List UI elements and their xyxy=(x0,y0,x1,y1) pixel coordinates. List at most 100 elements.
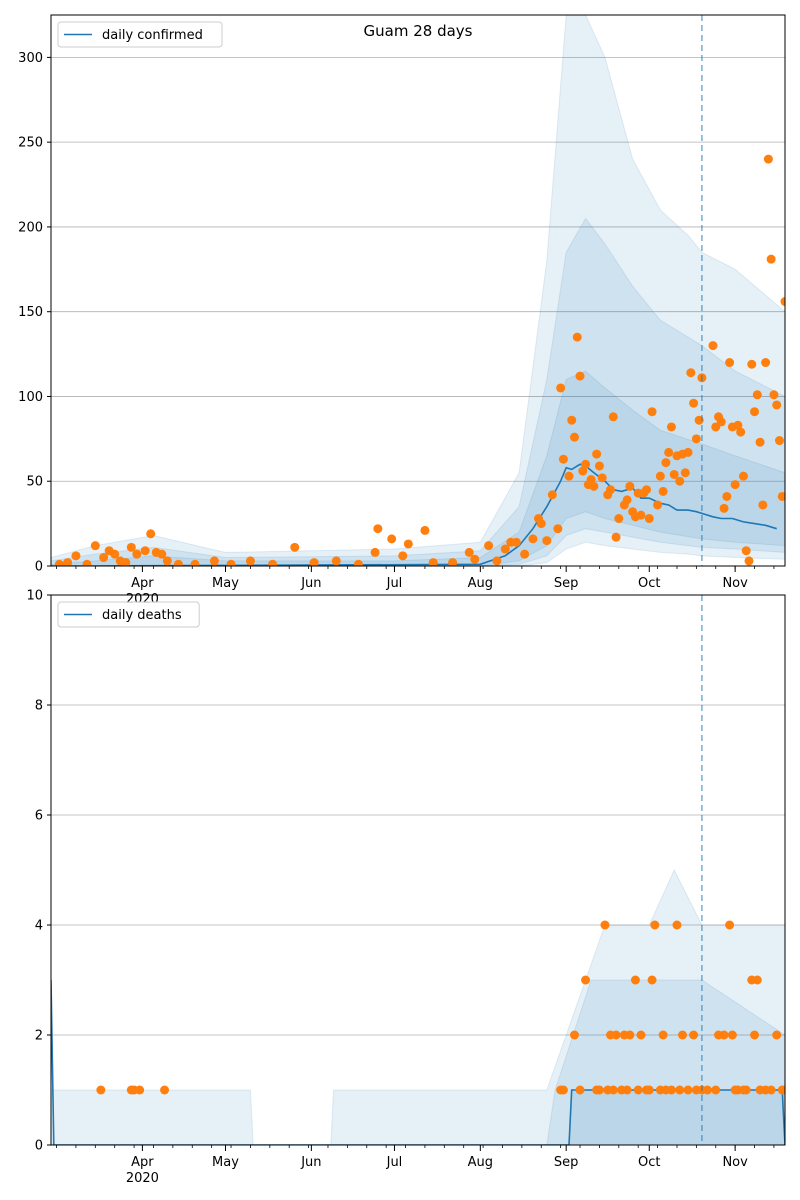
observed-point xyxy=(140,546,150,556)
observed-point xyxy=(572,332,582,342)
observed-point xyxy=(725,358,735,368)
observed-point xyxy=(575,371,585,381)
observed-point xyxy=(63,558,73,566)
observed-point xyxy=(625,481,635,491)
observed-point xyxy=(730,480,740,490)
y-tick-label: 0 xyxy=(35,1139,43,1154)
observed-point xyxy=(448,558,458,566)
legend-box xyxy=(57,601,200,628)
observed-point xyxy=(226,559,236,566)
observed-point xyxy=(592,449,602,459)
observed-point xyxy=(644,514,654,524)
observed-point xyxy=(758,500,768,510)
observed-point xyxy=(82,559,92,566)
observed-point xyxy=(547,490,557,500)
y-tick-label: 50 xyxy=(26,475,43,490)
observed-point xyxy=(622,495,632,505)
y-tick-label: 200 xyxy=(18,220,43,235)
observed-point xyxy=(744,556,754,566)
observed-point xyxy=(625,1030,635,1040)
observed-point xyxy=(578,466,588,476)
observed-point xyxy=(736,427,746,437)
x-tick-label: Jul xyxy=(386,1155,403,1170)
series-line-daily-deaths xyxy=(51,979,785,1145)
observed-point xyxy=(586,475,596,485)
observed-point xyxy=(99,553,109,563)
observed-point xyxy=(630,975,640,985)
observed-point xyxy=(162,556,172,566)
observed-point xyxy=(686,368,696,378)
x-tick-label: Sep xyxy=(554,576,579,591)
observed-point xyxy=(683,1085,693,1095)
observed-point xyxy=(722,491,732,501)
observed-point xyxy=(96,1085,106,1095)
observed-point xyxy=(766,1085,776,1095)
observed-point xyxy=(428,558,438,566)
observed-point xyxy=(661,458,671,468)
confidence-band-outer xyxy=(51,868,785,1145)
observed-point xyxy=(245,556,255,566)
observed-point xyxy=(309,558,319,566)
observed-point xyxy=(569,432,579,442)
observed-point xyxy=(655,471,665,481)
observed-point xyxy=(622,1085,632,1095)
y-tick-label: 2 xyxy=(35,1029,43,1044)
observed-point xyxy=(653,500,663,510)
observed-point xyxy=(750,407,760,417)
observed-point xyxy=(528,534,538,544)
observed-point xyxy=(750,1030,760,1040)
observed-point xyxy=(658,486,668,496)
chart-title: Guam 28 days xyxy=(364,22,473,40)
observed-point xyxy=(752,975,762,985)
y-tick-label: 8 xyxy=(35,699,43,714)
confidence-band-middle xyxy=(51,979,785,1145)
x-tick-label: May xyxy=(212,576,239,591)
observed-point xyxy=(650,920,660,930)
observed-point xyxy=(403,539,413,549)
observed-point xyxy=(636,510,646,520)
observed-point xyxy=(173,559,183,566)
observed-point xyxy=(719,1030,729,1040)
observed-point xyxy=(678,1030,688,1040)
observed-point xyxy=(353,559,363,566)
observed-point xyxy=(398,551,408,561)
plot-area xyxy=(51,868,785,1145)
y-tick-label: 4 xyxy=(35,919,43,934)
observed-point xyxy=(567,415,577,425)
observed-point xyxy=(741,546,751,556)
observed-point xyxy=(689,1030,699,1040)
observed-point xyxy=(738,471,748,481)
observed-point xyxy=(774,436,784,446)
observed-point xyxy=(727,1030,737,1040)
legend-label: daily deaths xyxy=(102,608,182,623)
confidence-band-outer xyxy=(51,15,785,566)
observed-point xyxy=(157,549,167,559)
observed-point xyxy=(680,468,690,478)
observed-point xyxy=(121,558,131,566)
observed-point xyxy=(611,532,621,542)
y-tick-label: 6 xyxy=(35,809,43,824)
observed-point xyxy=(644,1085,654,1095)
observed-point xyxy=(689,398,699,408)
observed-point xyxy=(675,476,685,486)
x-tick-label: Sep xyxy=(554,1155,579,1170)
observed-point xyxy=(135,1085,145,1095)
observed-point xyxy=(780,297,785,307)
x-tick-label: Oct xyxy=(638,1155,660,1170)
x-tick-label: Aug xyxy=(468,1155,493,1170)
x-tick-label: Oct xyxy=(638,576,660,591)
x-year-label: 2020 xyxy=(126,1171,159,1186)
observed-point xyxy=(669,469,679,479)
observed-point xyxy=(110,549,120,559)
observed-point xyxy=(542,536,552,546)
x-tick-label: Nov xyxy=(722,1155,748,1170)
observed-point xyxy=(536,519,546,529)
observed-point xyxy=(647,407,657,417)
observed-point xyxy=(558,454,568,464)
observed-point xyxy=(772,400,782,410)
y-tick-label: 0 xyxy=(35,560,43,575)
observed-point xyxy=(556,383,566,393)
observed-point xyxy=(268,559,278,566)
